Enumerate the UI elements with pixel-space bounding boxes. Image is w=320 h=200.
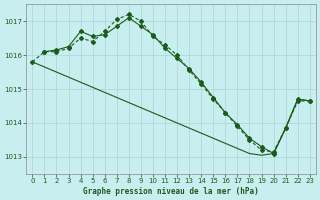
X-axis label: Graphe pression niveau de la mer (hPa): Graphe pression niveau de la mer (hPa) — [83, 187, 259, 196]
